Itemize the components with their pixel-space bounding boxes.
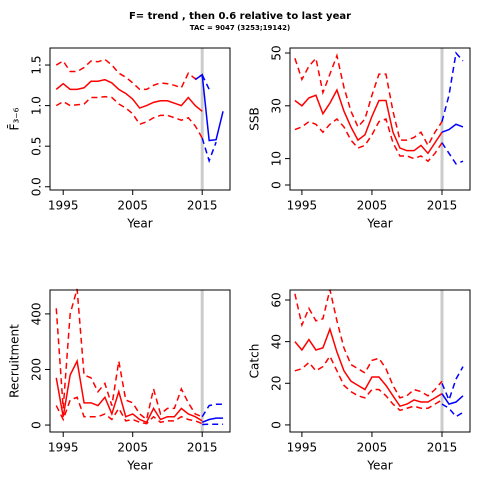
series-line bbox=[294, 326, 443, 408]
series-line bbox=[55, 58, 203, 91]
x-tick-label: 1995 bbox=[48, 441, 79, 455]
panel: 1995 2005 2015 0 200 400 Year Recruitment bbox=[8, 288, 231, 473]
x-axis-label: Year bbox=[126, 217, 152, 231]
y-tick-label: 0 bbox=[30, 421, 44, 429]
y-tick-label: 60 bbox=[270, 292, 284, 307]
y-tick-label: 30 bbox=[270, 98, 284, 113]
series-line bbox=[201, 137, 217, 164]
y-tick-label: 0.5 bbox=[30, 137, 44, 156]
x-tick-label: 2015 bbox=[427, 199, 458, 213]
y-axis-label: Catch bbox=[248, 344, 262, 379]
x-axis-label: Year bbox=[126, 459, 152, 473]
series-line bbox=[441, 393, 464, 405]
x-tick-label: 1995 bbox=[287, 199, 318, 213]
series-line bbox=[201, 403, 224, 418]
x-tick-label: 2015 bbox=[427, 441, 458, 455]
series-line bbox=[201, 74, 210, 90]
series-line bbox=[294, 53, 443, 147]
x-tick-label: 1995 bbox=[48, 199, 79, 213]
y-tick-label: 0.0 bbox=[30, 177, 44, 196]
series-line bbox=[441, 403, 464, 418]
y-tick-label: 40 bbox=[270, 334, 284, 349]
y-axis-label: F̄₃₋₆ bbox=[7, 107, 21, 130]
series-line bbox=[441, 51, 464, 122]
x-tick-label: 2005 bbox=[117, 199, 148, 213]
y-tick-label: 1.5 bbox=[30, 55, 44, 74]
x-tick-label: 2015 bbox=[187, 441, 218, 455]
plot-frame bbox=[49, 289, 231, 433]
y-tick-label: 1.0 bbox=[30, 96, 44, 115]
y-tick-label: 0 bbox=[270, 181, 284, 189]
plot-frame bbox=[49, 47, 231, 191]
y-axis-label: Recruitment bbox=[8, 324, 22, 398]
x-tick-label: 2015 bbox=[187, 199, 218, 213]
panel: 1995 2005 2015 0.0 0.5 1.0 1.5 Year F̄₃₋₆ bbox=[7, 47, 231, 231]
series-line bbox=[201, 417, 224, 423]
series-line bbox=[55, 78, 203, 112]
plot-frame bbox=[289, 47, 471, 191]
series-line bbox=[294, 117, 443, 163]
y-tick-label: 200 bbox=[30, 358, 44, 381]
y-tick-label: 0 bbox=[270, 421, 284, 429]
y-tick-label: 50 bbox=[270, 45, 284, 60]
page-subtitle: TAC = 9047 (3253;19142) bbox=[190, 24, 290, 32]
panel: 1995 2005 2015 0 20 40 60 Year Catch bbox=[248, 289, 471, 473]
y-tick-label: 400 bbox=[30, 302, 44, 325]
x-tick-label: 2005 bbox=[357, 441, 388, 455]
page-title: F= trend , then 0.6 relative to last yea… bbox=[129, 11, 351, 22]
series-line bbox=[55, 358, 203, 424]
series-line bbox=[441, 142, 464, 165]
series-line bbox=[294, 289, 443, 399]
plot-frame bbox=[289, 289, 471, 433]
series-line bbox=[294, 88, 443, 155]
series-line bbox=[194, 73, 224, 142]
x-tick-label: 1995 bbox=[287, 441, 318, 455]
series-line bbox=[55, 288, 203, 421]
x-tick-label: 2005 bbox=[357, 199, 388, 213]
series-line bbox=[441, 123, 464, 133]
series-line bbox=[55, 396, 203, 425]
x-axis-label: Year bbox=[366, 459, 392, 473]
series-line bbox=[294, 354, 443, 412]
x-axis-label: Year bbox=[366, 217, 392, 231]
y-tick-label: 20 bbox=[270, 376, 284, 391]
series-line bbox=[55, 95, 203, 139]
y-tick-label: 10 bbox=[270, 151, 284, 166]
x-tick-label: 2005 bbox=[117, 441, 148, 455]
y-axis-label: SSB bbox=[248, 107, 262, 130]
panel: 1995 2005 2015 0 10 30 50 Year SSB bbox=[248, 45, 471, 231]
series-line bbox=[441, 366, 464, 403]
